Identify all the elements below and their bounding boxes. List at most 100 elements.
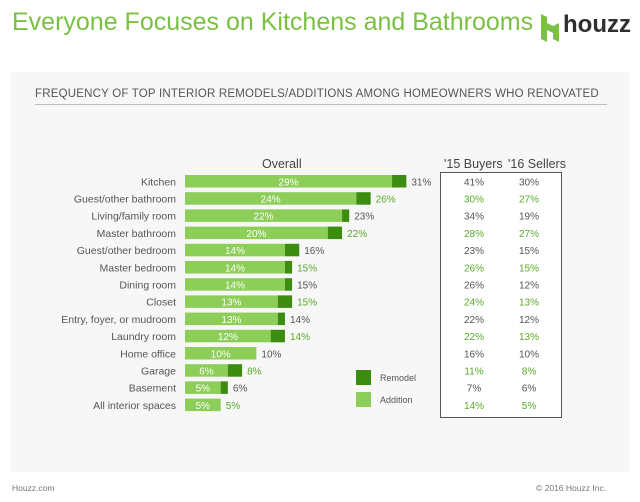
total-value-label: 5% [226,401,241,412]
sellers-value: 6% [522,384,537,395]
page-title: Everyone Focuses on Kitchens and Bathroo… [12,8,534,36]
total-value-label: 31% [411,177,431,188]
category-label: Living/family room [91,211,176,223]
total-value-label: 15% [297,263,317,274]
bar-addition [277,295,293,308]
bar-addition [220,381,228,394]
total-value-label: 15% [297,298,317,309]
bar-remodel [185,209,343,222]
buyers-value: 14% [464,401,484,412]
category-label: Master bathroom [97,228,177,240]
bar-remodel [185,347,257,360]
bar-value-label: 12% [218,332,238,343]
sellers-value: 12% [519,315,539,326]
total-value-label: 6% [233,384,248,395]
bar-value-label: 5% [196,401,211,412]
total-value-label: 8% [247,366,262,377]
buyers-value: 22% [464,332,484,343]
bar-value-label: 6% [199,366,214,377]
sellers-value: 8% [522,366,537,377]
category-label: Home office [120,348,176,360]
buyers-value: 28% [464,229,484,240]
bar-addition [342,209,350,222]
sellers-value: 5% [522,401,537,412]
sellers-value: 19% [519,212,539,223]
buyers-value: 22% [464,315,484,326]
bar-remodel [185,364,228,377]
sellers-value: 15% [519,263,539,274]
bar-remodel [185,192,357,205]
bar-addition [284,261,293,274]
bar-addition [356,192,371,205]
total-value-label: 10% [261,349,281,360]
bar-addition [327,226,343,240]
bar-addition [284,278,293,291]
buyers-value: 30% [464,194,484,205]
bar-value-label: 22% [254,212,274,223]
buyers-value: 23% [464,246,484,257]
bar-remodel [185,175,393,188]
category-label: Kitchen [141,176,176,188]
buyers-sellers-table [440,172,562,418]
chart-title: FREQUENCY OF TOP INTERIOR REMODELS/ADDIT… [35,88,599,100]
sellers-value: 13% [519,332,539,343]
bar-remodel [185,329,271,343]
category-label: Closet [146,297,176,309]
legend-remodel-label: Remodel [380,373,417,383]
legend-remodel-swatch [356,370,371,385]
bar-value-label: 29% [279,177,299,188]
category-label: Laundry room [111,331,176,343]
total-value-label: 26% [376,194,396,205]
bar-value-label: 20% [246,229,266,240]
total-value-label: 23% [354,212,374,223]
bar-addition [270,329,285,343]
sellers-value: 27% [519,229,539,240]
category-label: Master bedroom [100,262,177,274]
legend-addition-swatch [356,392,371,407]
buyers-value: 16% [464,349,484,360]
sellers-header: '16 Sellers [508,157,566,171]
buyers-value: 26% [464,280,484,291]
brand-name: houzz [563,11,631,38]
bar-value-label: 14% [225,263,245,274]
buyers-value: 34% [464,212,484,223]
bar-addition [392,175,407,188]
buyers-value: 24% [464,298,484,309]
category-label: Dining room [119,279,176,291]
buyers-value: 7% [467,384,482,395]
total-value-label: 14% [290,332,310,343]
category-label: All interior spaces [93,400,176,412]
houzz-logo: houzz [540,11,636,42]
category-label: Basement [129,383,176,395]
total-value-label: 15% [297,280,317,291]
bar-addition [277,312,285,326]
bar-addition [227,364,243,377]
bar-remodel [185,243,285,257]
sellers-value: 27% [519,194,539,205]
title-divider [35,104,607,105]
total-value-label: 16% [304,246,324,257]
footer-copyright: © 2016 Houzz Inc. [536,483,607,493]
legend-addition-label: Addition [380,395,413,405]
bar-value-label: 10% [211,349,231,360]
buyers-header: '15 Buyers [444,157,503,171]
bar-remodel [185,226,328,240]
bar-addition [284,243,300,257]
bar-remodel [185,295,278,308]
buyers-value: 26% [464,263,484,274]
buyers-value: 11% [464,366,483,377]
bar-remodel [185,261,285,274]
bar-value-label: 14% [225,246,245,257]
category-label: Guest/other bathroom [74,193,176,205]
sellers-value: 30% [519,177,539,188]
sellers-value: 10% [519,349,539,360]
bar-remodel [185,381,221,394]
category-label: Garage [141,365,176,377]
footer-source: Houzz.com [12,483,55,493]
bar-value-label: 24% [261,194,281,205]
bar-value-label: 14% [225,280,245,291]
bar-remodel [185,398,221,412]
bar-value-label: 5% [196,384,211,395]
sellers-value: 13% [519,298,539,309]
